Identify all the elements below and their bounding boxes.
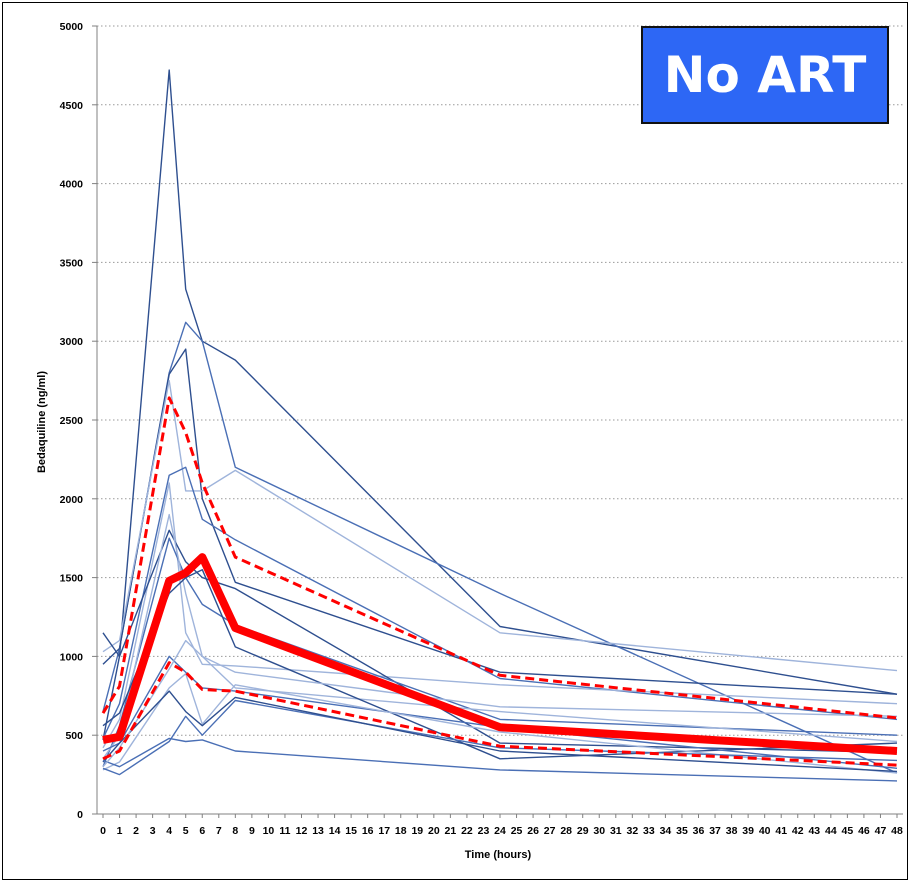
x-tick-label: 14 bbox=[329, 825, 341, 837]
x-tick-label: 19 bbox=[411, 825, 423, 837]
quartile-series-line bbox=[102, 661, 898, 767]
x-tick-label: 3 bbox=[150, 825, 156, 837]
x-tick-label: 11 bbox=[279, 825, 290, 837]
x-tick-label: 44 bbox=[825, 825, 837, 837]
individual-series-line bbox=[102, 348, 898, 695]
x-tick-label: 26 bbox=[527, 825, 539, 837]
individual-series-line bbox=[102, 655, 898, 769]
x-tick-label: 21 bbox=[445, 825, 457, 837]
x-tick-label: 10 bbox=[263, 825, 275, 837]
y-tick-label: 500 bbox=[65, 730, 83, 742]
x-tick-label: 48 bbox=[891, 825, 903, 837]
individual-series-line bbox=[102, 466, 898, 739]
individual-series-line bbox=[102, 513, 898, 760]
x-tick-label: 15 bbox=[345, 825, 357, 837]
x-tick-label: 34 bbox=[660, 825, 672, 837]
x-tick-label: 4 bbox=[166, 825, 172, 837]
x-tick-label: 38 bbox=[726, 825, 738, 837]
x-tick-label: 28 bbox=[560, 825, 572, 837]
individual-series-line bbox=[102, 673, 898, 774]
x-tick-label: 7 bbox=[216, 825, 222, 837]
x-tick-label: 24 bbox=[494, 825, 506, 837]
y-tick-label: 4000 bbox=[60, 179, 84, 191]
x-tick-label: 47 bbox=[875, 825, 887, 837]
x-tick-label: 13 bbox=[312, 825, 324, 837]
x-tick-label: 25 bbox=[511, 825, 523, 837]
x-tick-label: 30 bbox=[593, 825, 605, 837]
x-tick-label: 45 bbox=[842, 825, 854, 837]
x-tick-label: 6 bbox=[199, 825, 205, 837]
y-tick-label: 0 bbox=[77, 809, 83, 821]
x-axis-title: Time (hours) bbox=[465, 849, 532, 861]
x-tick-label: 31 bbox=[610, 825, 622, 837]
quartile-series-line bbox=[101, 396, 898, 720]
y-tick-label: 3000 bbox=[60, 336, 84, 348]
x-tick-label: 33 bbox=[643, 825, 655, 837]
x-tick-label: 23 bbox=[478, 825, 490, 837]
x-tick-label: 42 bbox=[792, 825, 804, 837]
x-tick-label: 1 bbox=[117, 825, 123, 837]
y-tick-label: 3500 bbox=[60, 257, 84, 269]
individual-series-line bbox=[102, 379, 898, 672]
x-tick-label: 12 bbox=[296, 825, 308, 837]
individual-series-line bbox=[102, 737, 898, 782]
x-tick-label: 29 bbox=[577, 825, 589, 837]
median-series-line bbox=[102, 553, 898, 755]
x-tick-label: 2 bbox=[133, 825, 139, 837]
x-tick-label: 5 bbox=[183, 825, 189, 837]
axis-layer: 0 500 1000 1500 2000 2500 3000 3500 4000 4500 5000… bbox=[60, 21, 903, 837]
individual-series-line bbox=[102, 69, 898, 741]
x-tick-label: 40 bbox=[759, 825, 771, 837]
grid-layer bbox=[97, 25, 903, 736]
x-tick-label: 41 bbox=[775, 825, 787, 837]
y-tick-label: 2000 bbox=[60, 494, 84, 506]
x-tick-label: 0 bbox=[100, 825, 106, 837]
summary-lines bbox=[101, 396, 898, 767]
x-tick-label: 43 bbox=[808, 825, 820, 837]
x-tick-label: 46 bbox=[858, 825, 870, 837]
y-tick-label: 2500 bbox=[60, 415, 84, 427]
badge-label: No ART bbox=[663, 46, 867, 104]
y-tick-label: 1500 bbox=[60, 573, 84, 585]
x-tick-label: 35 bbox=[676, 825, 688, 837]
x-tick-label: 16 bbox=[362, 825, 374, 837]
x-tick-label: 39 bbox=[742, 825, 754, 837]
y-axis-title: Bedaquiline (ng/ml) bbox=[36, 371, 48, 473]
y-tick-label: 5000 bbox=[60, 21, 84, 33]
x-tick-label: 36 bbox=[693, 825, 705, 837]
x-tick-label: 22 bbox=[461, 825, 473, 837]
y-tick-label: 4500 bbox=[60, 100, 84, 112]
x-tick-label: 37 bbox=[709, 825, 721, 837]
x-tick-label: 9 bbox=[249, 825, 255, 837]
x-tick-label: 20 bbox=[428, 825, 440, 837]
no-art-badge: No ART bbox=[641, 26, 889, 124]
x-tick-label: 32 bbox=[626, 825, 638, 837]
y-tick-label: 1000 bbox=[60, 651, 84, 663]
individual-series-line bbox=[102, 699, 898, 776]
x-tick-label: 8 bbox=[232, 825, 238, 837]
x-tick-label: 27 bbox=[544, 825, 556, 837]
x-tick-label: 17 bbox=[378, 825, 390, 837]
x-tick-label: 18 bbox=[395, 825, 407, 837]
